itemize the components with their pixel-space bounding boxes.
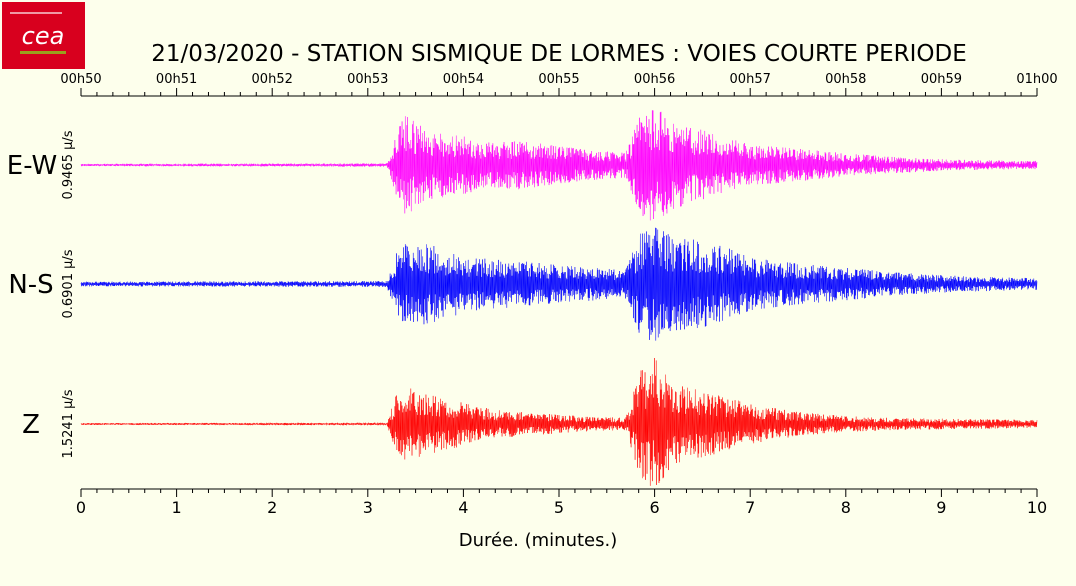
trace-ns	[80, 227, 1038, 341]
cea-logo: cea	[2, 2, 85, 69]
bottom-tick-label: 9	[936, 498, 946, 517]
trace-ew	[80, 110, 1038, 221]
top-tick-label: 00h59	[921, 72, 962, 87]
bottom-axis-ticks: 0 1 2 3 4 5 6 7 8 9 10	[76, 489, 1047, 517]
trace-z	[80, 357, 1038, 486]
top-axis-ticks: 00h50 00h51 00h52 00h53 00h54 00h55 00h56 00h57…	[60, 72, 1058, 96]
bottom-tick-label: 2	[267, 498, 277, 517]
bottom-tick-label: 3	[363, 498, 373, 517]
trace-line	[80, 357, 1038, 486]
logo-underline	[20, 51, 66, 54]
top-tick-label: 00h52	[252, 72, 293, 87]
bottom-tick-label: 0	[76, 498, 86, 517]
chart-title: 21/03/2020 - STATION SISMIQUE DE LORMES …	[151, 41, 967, 67]
top-tick-label: 01h00	[1016, 72, 1057, 87]
x-axis-label: Durée. (minutes.)	[459, 530, 618, 551]
top-tick-label: 00h56	[634, 72, 675, 87]
top-tick-label: 00h58	[825, 72, 866, 87]
logo-text: cea	[22, 22, 65, 50]
channel-name: E-W	[7, 151, 57, 181]
top-tick-label: 00h55	[538, 72, 579, 87]
channel-scale-label: 0.9465 µ/s	[61, 130, 76, 199]
top-tick-label: 00h50	[60, 72, 101, 87]
bottom-tick-label: 5	[554, 498, 564, 517]
bottom-tick-label: 6	[650, 498, 660, 517]
channel-labels: E-W 0.9465 µ/s N-S 0.6901 µ/s Z 1.5241 µ/s	[7, 130, 76, 458]
channel-name: Z	[22, 410, 40, 440]
top-tick-label: 00h54	[443, 72, 484, 87]
trace-line	[80, 227, 1038, 341]
bottom-tick-label: 8	[841, 498, 851, 517]
top-tick-label: 00h53	[347, 72, 388, 87]
channel-name: N-S	[8, 270, 53, 300]
channel-scale-label: 0.6901 µ/s	[61, 249, 76, 318]
bottom-tick-label: 4	[458, 498, 468, 517]
channel-scale-label: 1.5241 µ/s	[61, 389, 76, 458]
bottom-tick-label: 7	[745, 498, 755, 517]
traces	[80, 110, 1038, 486]
trace-line	[80, 110, 1038, 221]
bottom-tick-label: 10	[1027, 498, 1047, 517]
top-tick-label: 00h57	[730, 72, 771, 87]
bottom-tick-label: 1	[172, 498, 182, 517]
logo-tagline-bar	[10, 12, 62, 14]
top-tick-label: 00h51	[156, 72, 197, 87]
